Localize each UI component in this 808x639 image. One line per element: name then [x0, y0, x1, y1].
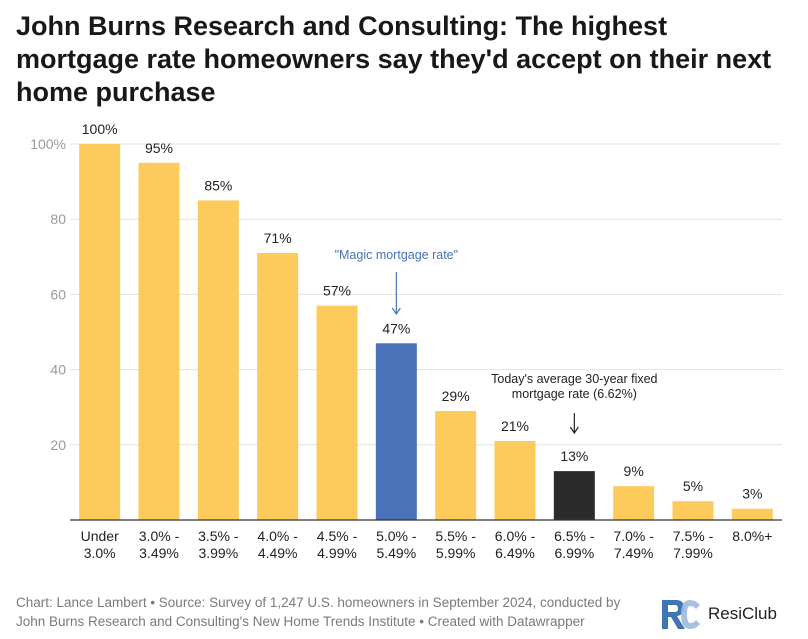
- footer-source-line: Chart: Lance Lambert • Source: Survey of…: [16, 595, 621, 610]
- x-tick-label: 6.5% -6.99%: [554, 528, 595, 561]
- resiclub-logo[interactable]: ResiClub: [660, 596, 777, 632]
- footer-credit-line: John Burns Research and Consulting's New…: [16, 614, 585, 629]
- bar: [731, 508, 773, 520]
- bar-value-label: 3%: [742, 486, 762, 502]
- bar: [613, 486, 655, 520]
- bar: [197, 200, 239, 520]
- annotation-arrowhead: [391, 307, 401, 316]
- x-tick-label: 8.0%+: [732, 528, 772, 544]
- annotation-arrowhead: [569, 426, 579, 435]
- bar-value-label: 29%: [442, 388, 470, 404]
- bar-value-label: 5%: [683, 478, 703, 494]
- x-tick-label: 4.0% -4.49%: [257, 528, 298, 561]
- y-tick-label: 40: [50, 362, 66, 378]
- x-tick-label: Under 3.0%: [81, 528, 119, 561]
- chart-footer: Chart: Lance Lambert • Source: Survey of…: [16, 593, 656, 631]
- x-tick-label: 7.5% -7.99%: [673, 528, 714, 561]
- bar: [494, 441, 536, 520]
- y-tick-label: 80: [50, 211, 66, 227]
- bar: [553, 471, 595, 520]
- x-tick-label: 6.0% -6.49%: [495, 528, 536, 561]
- bar-value-label: 85%: [204, 177, 232, 193]
- bar: [316, 305, 358, 520]
- y-tick-label: 60: [50, 286, 66, 302]
- bar: [375, 343, 417, 520]
- x-tick-label: 3.5% -3.99%: [198, 528, 239, 561]
- bar: [672, 501, 714, 520]
- chart-title: John Burns Research and Consulting: The …: [16, 11, 772, 107]
- y-tick-label: 20: [50, 437, 66, 453]
- bar-value-label: 13%: [560, 448, 588, 464]
- bar: [79, 144, 121, 520]
- bar-chart: 100% 80 60 40 20 100% 95% 85% 71% 57% 47% 29% 21% 13%…: [30, 121, 782, 561]
- bar: [257, 253, 299, 521]
- annotation-text: Today's average 30-year fixed mortgage ra…: [491, 372, 657, 401]
- annotation-text: "Magic mortgage rate": [335, 248, 459, 262]
- bar-value-label: 95%: [145, 140, 173, 156]
- resiclub-logo-icon: [662, 600, 700, 629]
- bar: [138, 162, 180, 521]
- bar-value-label: 21%: [501, 418, 529, 434]
- bar-value-label: 9%: [624, 463, 644, 479]
- bar-value-label: 100%: [82, 121, 118, 137]
- y-tick-label: 100%: [30, 136, 66, 152]
- bar-value-label: 57%: [323, 283, 351, 299]
- bar: [435, 410, 477, 520]
- bar-value-label: 71%: [264, 230, 292, 246]
- bar-value-label: 47%: [382, 320, 410, 336]
- x-tick-label: 5.5% -5.99%: [435, 528, 476, 561]
- x-tick-label: 4.5% -4.99%: [317, 528, 358, 561]
- x-tick-label: 3.0% -3.49%: [139, 528, 180, 561]
- x-tick-label: 5.0% -5.49%: [376, 528, 417, 561]
- x-tick-label: 7.0% -7.49%: [613, 528, 654, 561]
- resiclub-logo-text: ResiClub: [708, 604, 777, 623]
